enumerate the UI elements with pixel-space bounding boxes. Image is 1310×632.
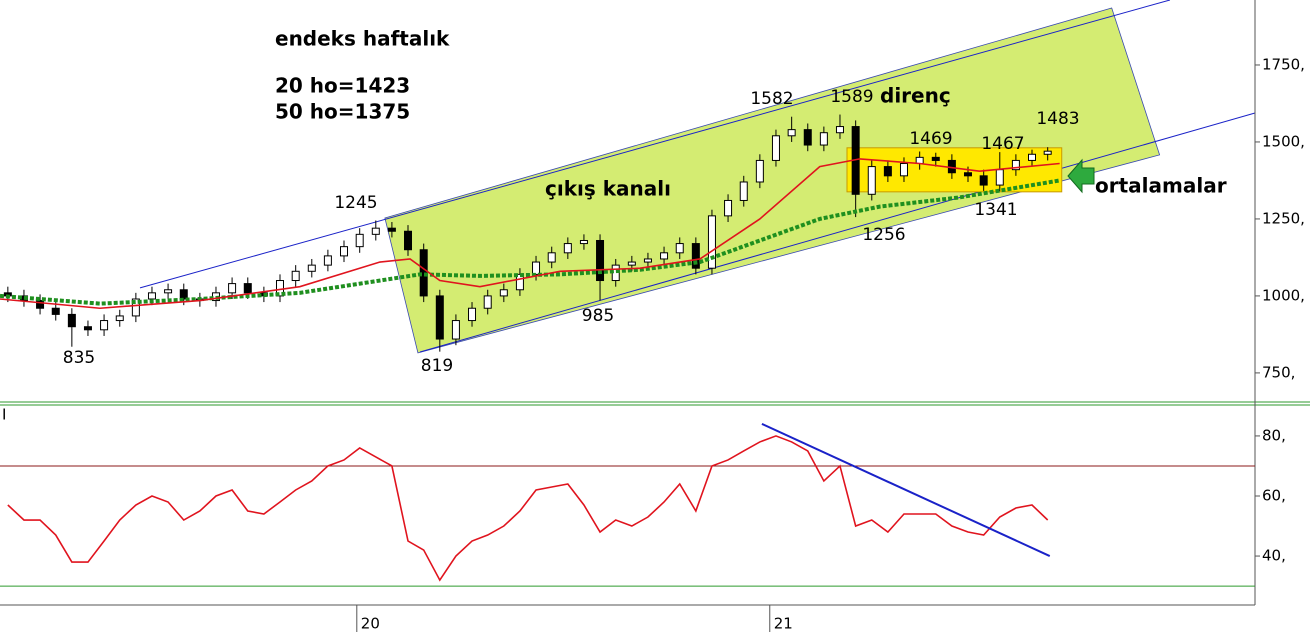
candle-body [803, 129, 812, 146]
candle-body [899, 163, 908, 177]
candle-body [835, 126, 844, 134]
annotation: 20 ho=1423 [275, 74, 410, 98]
candle-body [883, 166, 892, 177]
candle-body [532, 261, 541, 275]
channel-fill [384, 7, 1161, 354]
candle-body [1043, 150, 1052, 155]
y-tick-label: 80, [1262, 426, 1286, 444]
rsi-trendline [761, 423, 1051, 557]
candle-body [404, 230, 413, 251]
y-tick-label: 40, [1262, 547, 1286, 565]
price-label: 1467 [981, 134, 1024, 154]
candle-body [819, 132, 828, 146]
y-tick-label: 1250, [1262, 209, 1305, 227]
price-label: 835 [63, 348, 95, 368]
candle-body [468, 307, 477, 322]
candle-body [724, 199, 733, 217]
candle-body [963, 172, 972, 177]
candle-body [243, 283, 252, 294]
candle-body [323, 255, 332, 266]
y-tick-label: 60, [1262, 486, 1286, 504]
candle-body [979, 175, 988, 186]
candle-body [451, 320, 460, 340]
candle-body [547, 252, 556, 263]
candle-body [995, 169, 1004, 186]
candle-body [691, 243, 700, 269]
candle-body [483, 295, 492, 309]
price-label: 1341 [974, 200, 1017, 220]
price-label: 819 [421, 356, 453, 376]
candle-body [771, 135, 780, 161]
marks-layer [0, 114, 1061, 352]
annotation: çıkış kanalı [545, 177, 671, 201]
candle-body [179, 289, 188, 300]
candle-body [387, 227, 396, 232]
price-label: 1256 [862, 225, 905, 245]
candle-body [643, 258, 652, 263]
candle-body [867, 166, 876, 195]
candle-body [707, 215, 716, 269]
candle-body [307, 264, 316, 272]
candle-body [755, 159, 764, 183]
candle-body [660, 252, 669, 260]
x-tick-label: 20 [361, 615, 380, 632]
candle-body [83, 326, 92, 331]
candle-body [100, 320, 109, 331]
annotation: 50 ho=1375 [275, 100, 410, 124]
price-label: 1245 [334, 193, 377, 213]
price-label: 985 [582, 306, 614, 326]
price-label: 1469 [909, 129, 952, 149]
candle-body [291, 270, 300, 282]
candle-body [675, 243, 684, 254]
x-tick-label: 21 [774, 615, 793, 632]
candle-body [563, 243, 572, 254]
candle-body [739, 181, 748, 201]
price-label: 1582 [750, 89, 793, 109]
panel-label: I [2, 406, 6, 424]
y-tick-label: 1500, [1262, 132, 1305, 150]
candle-body [1011, 159, 1020, 171]
price-label: 1483 [1036, 109, 1079, 129]
candle-body [67, 313, 76, 328]
channel-line [419, 112, 1256, 353]
y-tick-label: 1000, [1262, 286, 1305, 304]
candle-body [355, 233, 364, 248]
price-label: 1589 [830, 87, 873, 107]
y-tick-label: 750, [1262, 363, 1295, 381]
annotation: endeks haftalık [275, 27, 450, 51]
y-tick-label: 1750, [1262, 55, 1305, 73]
candle-body [371, 227, 380, 235]
candle-body [115, 315, 124, 322]
candle-body [228, 283, 237, 294]
candle-body [147, 292, 156, 300]
rsi-line [7, 435, 1049, 582]
candle-body [51, 307, 60, 315]
arrow [1067, 158, 1095, 194]
candle-body [1027, 153, 1036, 161]
ma20-line [0, 158, 1060, 310]
candle-body [499, 289, 508, 297]
candle-body [931, 156, 940, 161]
annotation: direnç [880, 84, 951, 108]
candle-body [36, 300, 45, 309]
candle-body [627, 261, 636, 266]
candle-body [131, 298, 140, 317]
ma50-line [0, 178, 1061, 306]
channel-line [139, 0, 1171, 289]
candle-body [579, 239, 588, 245]
annotation: ortalamalar [1095, 174, 1227, 198]
candle-body [515, 273, 524, 291]
candle-body [435, 295, 444, 340]
candle-body [164, 289, 173, 294]
candle-body [339, 246, 348, 257]
candle-body [787, 129, 796, 137]
candle-body [596, 239, 605, 282]
